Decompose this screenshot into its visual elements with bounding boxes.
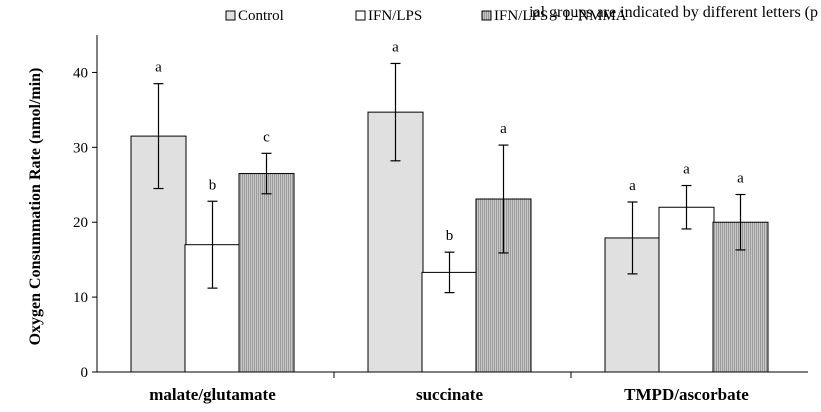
legend-swatch — [481, 10, 492, 21]
significance-letter: b — [209, 177, 217, 193]
x-tick-label: malate/glutamate — [149, 385, 276, 404]
significance-letter: a — [629, 178, 636, 194]
legend: Control IFN/LPS IFN/LPS + L-NMMA — [225, 8, 627, 24]
bar — [238, 173, 295, 373]
significance-letter: a — [500, 121, 507, 137]
cut-off-caption-text: ial groups are indicated by different le… — [529, 4, 818, 21]
significance-letter: a — [683, 162, 690, 178]
y-tick-label: 10 — [73, 290, 88, 306]
x-tick-label: TMPD/ascorbate — [624, 385, 749, 404]
bar — [475, 198, 532, 373]
y-axis-title: Oxygen Consummation Rate (nmol/min) — [27, 68, 44, 346]
legend-swatch — [225, 10, 236, 21]
y-tick-label: 20 — [73, 215, 88, 231]
y-tick-label: 30 — [73, 140, 88, 156]
legend-label: IFN/LPS — [368, 8, 422, 24]
significance-letter: b — [446, 228, 454, 244]
axes: 0 10 20 30 40 Oxygen Consummation Rate (nmol/… — [27, 35, 808, 404]
significance-letter: a — [392, 39, 399, 55]
significance-letter: a — [155, 60, 162, 76]
bars: a b c a b a a a a — [130, 39, 769, 373]
legend-swatch — [355, 10, 366, 21]
legend-label: IFN/LPS + L-NMMA — [494, 8, 627, 24]
y-tick-label: 0 — [81, 365, 89, 381]
legend-label: Control — [238, 8, 284, 24]
significance-letter: a — [737, 171, 744, 187]
x-tick-label: succinate — [416, 385, 484, 404]
bar — [658, 206, 715, 373]
significance-letter: c — [263, 129, 270, 145]
y-tick-label: 40 — [73, 65, 88, 81]
